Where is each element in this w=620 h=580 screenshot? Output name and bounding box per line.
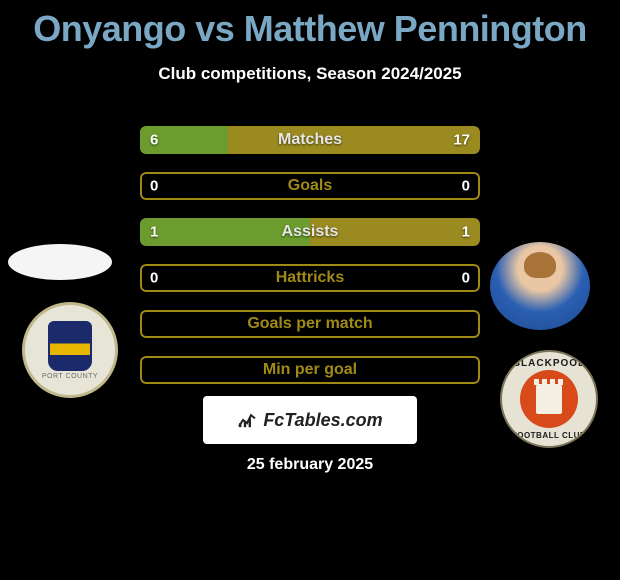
stat-label: Matches bbox=[140, 131, 480, 149]
player-left-club-crest: PORT COUNTY bbox=[22, 302, 118, 398]
stat-label: Goals per match bbox=[140, 315, 480, 333]
branding-badge: FcTables.com bbox=[203, 396, 417, 444]
stat-label: Goals bbox=[140, 177, 480, 195]
stat-row: 00Hattricks bbox=[140, 264, 480, 292]
stat-label: Hattricks bbox=[140, 269, 480, 287]
stat-row: Goals per match bbox=[140, 310, 480, 338]
stat-label: Assists bbox=[140, 223, 480, 241]
stat-row: 617Matches bbox=[140, 126, 480, 154]
club-right-text-bot: FOOTBALL CLUB bbox=[512, 431, 586, 440]
crest-inner bbox=[520, 370, 578, 428]
stat-row: Min per goal bbox=[140, 356, 480, 384]
stat-row: 11Assists bbox=[140, 218, 480, 246]
player-right-avatar bbox=[490, 242, 590, 330]
page-title: Onyango vs Matthew Pennington bbox=[0, 0, 620, 50]
stat-label: Min per goal bbox=[140, 361, 480, 379]
stat-bars: 617Matches 00Goals 11Assists 00Hattricks Goa… bbox=[140, 126, 480, 402]
club-right-text-top: BLACKPOOL bbox=[513, 358, 585, 369]
player-left-avatar bbox=[8, 244, 112, 280]
date-text: 25 february 2025 bbox=[0, 456, 620, 474]
player-right-club-crest: BLACKPOOL FOOTBALL CLUB bbox=[500, 350, 598, 448]
stat-row: 00Goals bbox=[140, 172, 480, 200]
chart-icon bbox=[237, 412, 257, 428]
branding-text: FcTables.com bbox=[263, 410, 382, 431]
subtitle: Club competitions, Season 2024/2025 bbox=[0, 64, 620, 84]
shield-icon bbox=[48, 321, 92, 371]
tower-icon bbox=[536, 384, 562, 414]
club-left-text: PORT COUNTY bbox=[42, 373, 98, 380]
